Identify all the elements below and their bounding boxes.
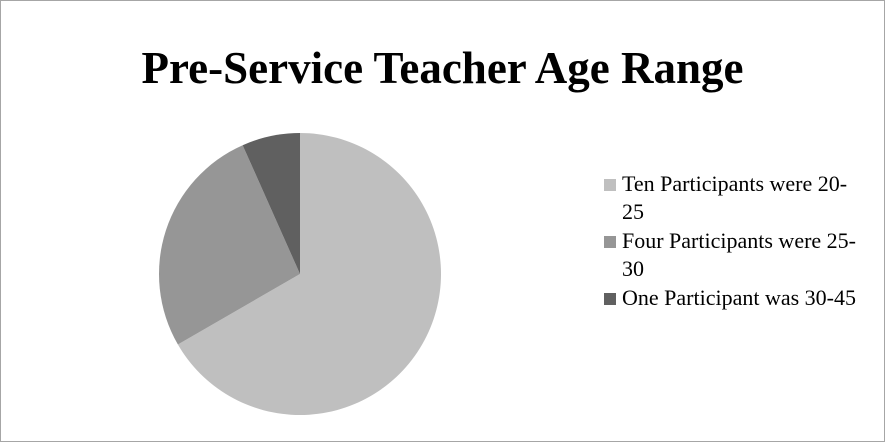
legend-label: Ten Participants were 20-25 (622, 171, 848, 224)
legend: Ten Participants were 20-25 Four Particip… (604, 170, 864, 313)
legend-entry: One Participant was 30-45 (604, 284, 862, 312)
legend-entry: Ten Participants were 20-25 (604, 170, 862, 226)
legend-swatch (604, 293, 616, 305)
pie-slice (242, 133, 300, 274)
legend-swatch (604, 236, 616, 248)
legend-entry: Four Participants were 25-30 (604, 227, 862, 283)
pie-slice (177, 133, 441, 415)
legend-label: Four Participants were 25-30 (622, 228, 856, 281)
legend-swatch (604, 179, 616, 191)
legend-label: One Participant was 30-45 (622, 285, 856, 310)
chart-title: Pre-Service Teacher Age Range (141, 43, 744, 93)
pie-slice (158, 145, 300, 345)
